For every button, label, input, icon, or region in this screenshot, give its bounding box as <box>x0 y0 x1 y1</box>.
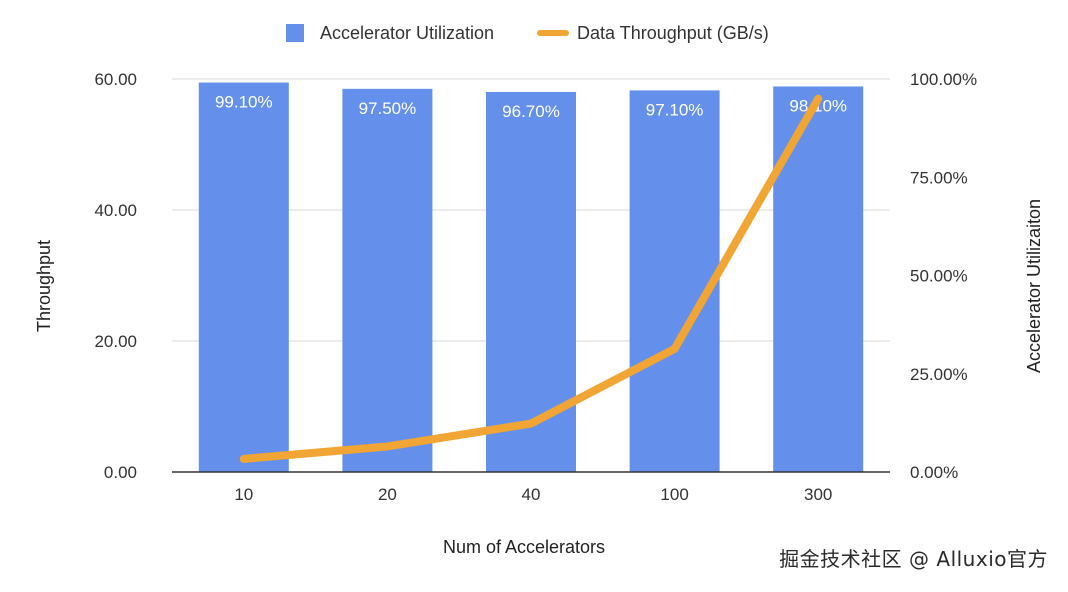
x-tick-label: 300 <box>804 485 832 504</box>
y-axis-left: 0.00 20.00 40.00 60.00 <box>94 70 137 482</box>
bar-utilization-100 <box>629 90 720 472</box>
y-left-tick-label: 60.00 <box>94 70 137 89</box>
x-tick-label: 10 <box>234 485 253 504</box>
y-right-tick-label: 0.00% <box>910 463 958 482</box>
legend-bar-label: Accelerator Utilization <box>320 23 494 43</box>
y-right-tick-label: 25.00% <box>910 365 968 384</box>
bar-utilization-300 <box>773 86 864 472</box>
y-right-tick-label: 50.00% <box>910 267 968 286</box>
throughput-line-layer <box>239 94 823 463</box>
bar-data-label: 96.70% <box>502 102 560 121</box>
y-right-tick-label: 100.00% <box>910 70 977 89</box>
bars <box>198 82 864 473</box>
bar-utilization-40 <box>486 91 576 473</box>
bar-data-label: 97.10% <box>646 100 704 119</box>
y-right-tick-label: 75.00% <box>910 168 968 187</box>
y-axis-left-title: Throughput <box>34 240 54 332</box>
x-tick-label: 100 <box>660 485 688 504</box>
legend-bar-swatch <box>286 24 304 42</box>
bar-data-label: 99.10% <box>215 93 273 112</box>
legend-line-label: Data Throughput (GB/s) <box>577 23 769 43</box>
y-axis-right: 0.00% 25.00% 50.00% 75.00% 100.00% <box>910 70 977 482</box>
watermark: 掘金技术社区 @ Alluxio官方 <box>779 547 1048 571</box>
x-tick-label: 20 <box>378 485 397 504</box>
y-left-tick-label: 0.00 <box>104 463 137 482</box>
x-axis: 10 20 40 100 300 <box>172 471 890 504</box>
y-left-tick-label: 20.00 <box>94 332 137 351</box>
x-axis-title: Num of Accelerators <box>443 537 605 557</box>
y-axis-right-title: Accelerator Utilizaiton <box>1024 199 1044 373</box>
y-left-tick-label: 40.00 <box>94 201 137 220</box>
bar-utilization-10 <box>198 82 289 473</box>
x-tick-label: 40 <box>522 485 541 504</box>
bar-utilization-20 <box>342 88 433 472</box>
legend: Accelerator Utilization Data Throughput … <box>286 23 769 43</box>
bar-data-label: 97.50% <box>359 99 417 118</box>
